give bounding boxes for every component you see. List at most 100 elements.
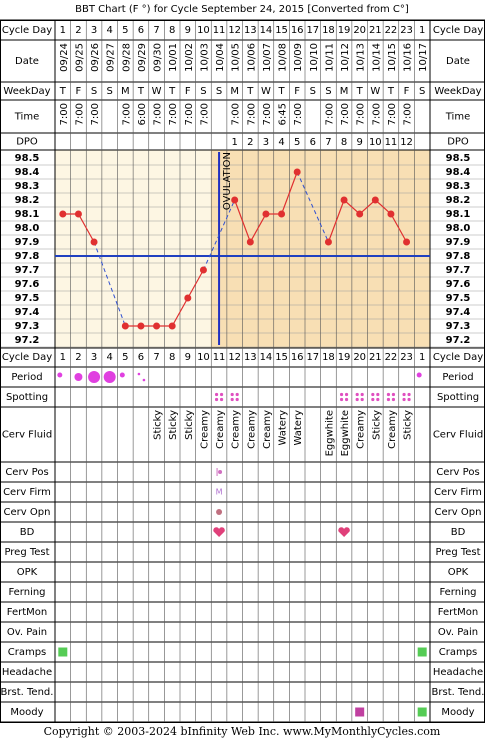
y-tick-label: 97.8: [446, 251, 471, 262]
time: 6:00: [137, 103, 148, 125]
period-mark: [137, 372, 141, 376]
cerv-fluid: Sticky: [184, 410, 195, 440]
row-label: BD: [451, 527, 466, 538]
temp-point: [324, 238, 332, 246]
weekday: M: [340, 86, 349, 97]
spotting-mark: [214, 392, 219, 397]
date: 10/11: [324, 43, 335, 72]
dpo: 4: [278, 137, 284, 148]
y-tick-label: 97.5: [15, 293, 40, 304]
spotting-mark: [214, 397, 219, 402]
temp-point: [121, 322, 129, 330]
date: 09/25: [74, 43, 85, 72]
row-label: FertMon: [438, 607, 478, 618]
date: 10/14: [371, 43, 382, 72]
y-tick-label: 97.6: [446, 279, 471, 290]
spotting-mark: [355, 397, 359, 402]
temp-point: [262, 210, 270, 218]
spotting-mark: [230, 397, 234, 402]
time: 7:00: [184, 103, 195, 125]
cerv-fluid: Creamy: [387, 410, 398, 449]
row-label: Cycle Day: [433, 25, 483, 36]
spotting-mark: [360, 397, 364, 402]
cerv-fluid: Creamy: [356, 410, 367, 449]
cycle-day: 1: [419, 25, 425, 36]
row-label: DPO: [16, 137, 38, 148]
cycle-day: 22: [385, 352, 398, 363]
temp-point: [356, 210, 364, 218]
row-label: Cerv Opn: [435, 507, 482, 518]
cerv-fluid: Creamy: [246, 410, 257, 449]
row-label: Ov. Pain: [7, 627, 47, 638]
row-label: OPK: [448, 567, 469, 578]
cramps-mark: [417, 647, 427, 657]
period-mark: [88, 371, 101, 383]
time: 7:00: [293, 103, 304, 125]
date: 10/12: [340, 43, 351, 72]
cycle-day: 4: [107, 25, 113, 36]
dpo: 12: [400, 137, 413, 148]
date: 10/04: [215, 43, 226, 72]
weekday: T: [278, 86, 286, 97]
cycle-day: 15: [275, 352, 288, 363]
spotting-mark: [407, 397, 411, 402]
weekday: M: [121, 86, 130, 97]
weekday: S: [325, 86, 331, 97]
y-tick-label: 97.3: [446, 321, 471, 332]
y-tick-label: 98.0: [15, 223, 40, 234]
dpo: 9: [357, 137, 363, 148]
date: 09/26: [90, 43, 101, 72]
dpo: 7: [325, 137, 331, 148]
cycle-day: 14: [260, 25, 273, 36]
spotting-mark: [376, 397, 380, 402]
temp-point: [371, 196, 379, 204]
date: 10/01: [168, 43, 179, 72]
date: 09/27: [106, 43, 117, 72]
cycle-day: 19: [338, 25, 351, 36]
temp-point: [153, 322, 161, 330]
spotting-mark: [371, 397, 375, 402]
cycle-day: 11: [213, 25, 226, 36]
temp-gap-line: [202, 199, 236, 271]
cycle-day: 3: [91, 25, 97, 36]
cycle-day: 5: [122, 25, 128, 36]
temp-gap-line: [296, 171, 329, 243]
cerv-fluid: Creamy: [262, 410, 273, 449]
cycle-day: 18: [322, 352, 335, 363]
row-label: Cerv Pos: [436, 467, 479, 478]
cycle-day: 17: [306, 352, 319, 363]
y-tick-label: 98.5: [15, 153, 40, 164]
temp-point: [168, 322, 176, 330]
spotting-mark: [402, 392, 406, 397]
cycle-day: 7: [153, 352, 159, 363]
cycle-day: 20: [353, 352, 366, 363]
cycle-day: 22: [385, 25, 398, 36]
moody-mark: [355, 707, 365, 717]
spotting-mark: [360, 392, 364, 397]
spotting-mark: [219, 392, 224, 397]
cerv-fluid: Sticky: [168, 410, 179, 440]
time: 7:00: [324, 103, 335, 125]
y-tick-label: 97.7: [446, 265, 471, 276]
row-label: Ferning: [8, 587, 45, 598]
row-label: Cerv Fluid: [433, 430, 483, 441]
date: 10/08: [278, 43, 289, 72]
cycle-day: 9: [185, 352, 191, 363]
weekday: F: [294, 86, 300, 97]
bd-heart: [338, 527, 350, 537]
row-label: Cerv Firm: [3, 487, 51, 498]
bd-heart: [213, 527, 225, 537]
cerv-opn-mark: [216, 509, 223, 515]
cycle-day: 3: [91, 352, 97, 363]
cycle-day: 14: [260, 352, 273, 363]
cycle-day: 6: [138, 352, 144, 363]
footer: Copyright © 2003-2024 bInfinity Web Inc.…: [44, 725, 441, 738]
cerv-fluid: Creamy: [199, 410, 210, 449]
cerv-fluid: Watery: [278, 410, 289, 446]
cycle-day: 10: [197, 352, 210, 363]
dpo: 5: [294, 137, 300, 148]
weekday: S: [91, 86, 97, 97]
row-label: Moody: [441, 707, 474, 718]
cycle-day: 21: [369, 25, 382, 36]
y-tick-label: 97.9: [15, 237, 40, 248]
